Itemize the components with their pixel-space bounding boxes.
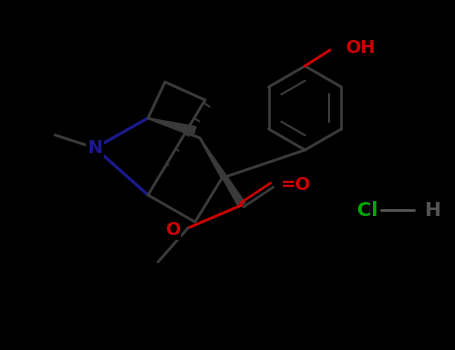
Text: H: H [424, 201, 440, 219]
Text: O: O [165, 221, 180, 239]
Polygon shape [200, 138, 245, 207]
Text: N: N [87, 139, 102, 157]
Text: Cl: Cl [358, 201, 379, 219]
Polygon shape [148, 118, 196, 133]
Text: OH: OH [345, 39, 375, 57]
Text: =O: =O [280, 176, 310, 194]
